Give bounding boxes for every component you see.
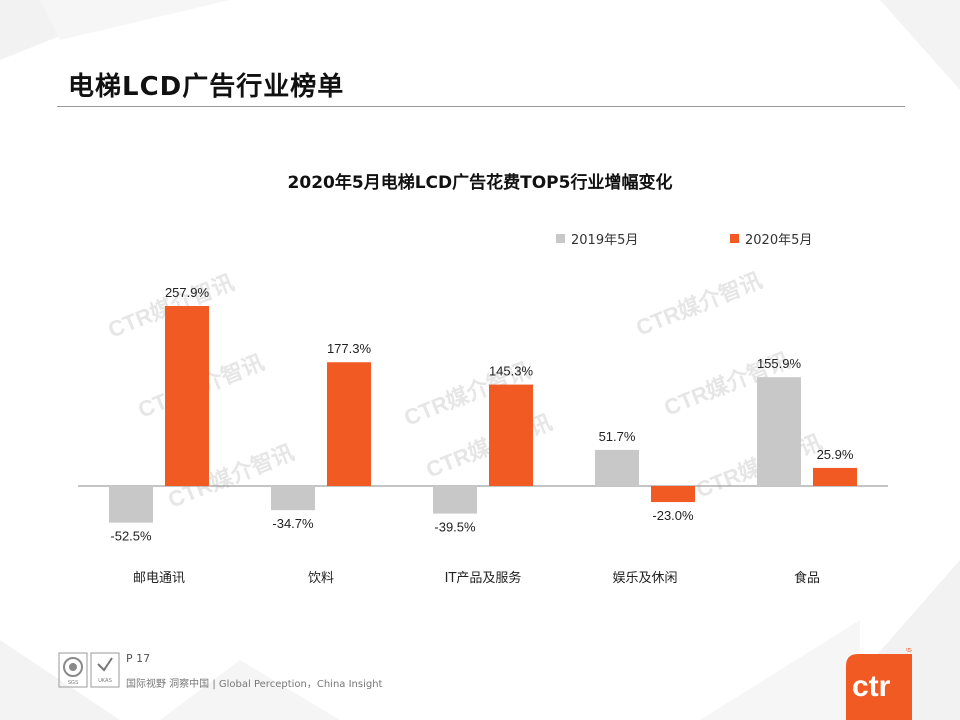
bar-2020: [165, 305, 209, 486]
category-label: 娱乐及休闲: [612, 571, 677, 586]
data-label: 25.9%: [817, 447, 854, 462]
data-label: -39.5%: [434, 520, 476, 535]
title-divider: [57, 106, 905, 107]
footer-slogan: 国际视野 洞察中国 | Global Perception，China Insi…: [126, 679, 383, 690]
ctr-logo: ctr ®: [846, 648, 912, 720]
bar-2020: [813, 467, 857, 486]
page-number: P 17: [126, 652, 151, 665]
category-label: 邮电通讯: [133, 571, 185, 586]
bar-2020: [327, 362, 371, 486]
data-label: 145.3%: [489, 364, 534, 379]
bar-2019: [595, 449, 639, 486]
bar-2019: [271, 486, 315, 511]
category-label: 饮料: [308, 571, 334, 586]
data-label: -23.0%: [652, 508, 694, 523]
data-label: 155.9%: [757, 356, 802, 371]
certification-badges: SGS UKAS: [58, 652, 120, 688]
registered-mark: ®: [906, 648, 912, 654]
legend-item-2019: 2019年5月: [556, 229, 638, 248]
category-label: 食品: [794, 570, 820, 586]
data-label: 177.3%: [327, 341, 372, 356]
legend-swatch-2019: [556, 234, 565, 243]
data-label: 257.9%: [165, 285, 210, 300]
data-label: -34.7%: [272, 516, 314, 531]
legend-item-2020: 2020年5月: [730, 229, 812, 248]
badge-ukas-text: UKAS: [98, 678, 112, 684]
bar-2019: [433, 486, 477, 514]
legend-swatch-2020: [730, 234, 739, 243]
legend-label-2019: 2019年5月: [571, 233, 639, 248]
bar-2020: [489, 384, 533, 486]
bar-2019: [757, 377, 801, 486]
ctr-logo-text: ctr: [852, 670, 891, 703]
chart-title: 2020年5月电梯LCD广告花费TOP5行业增幅变化: [287, 173, 673, 193]
data-label: -52.5%: [110, 529, 152, 544]
data-label: 51.7%: [599, 429, 636, 444]
legend-label-2020: 2020年5月: [745, 233, 813, 248]
bar-2019: [109, 486, 153, 523]
badge-sgs-text: SGS: [68, 680, 79, 686]
page-title: 电梯LCD广告行业榜单: [68, 72, 345, 102]
category-label: IT产品及服务: [445, 570, 522, 586]
bar-2020: [651, 486, 695, 503]
